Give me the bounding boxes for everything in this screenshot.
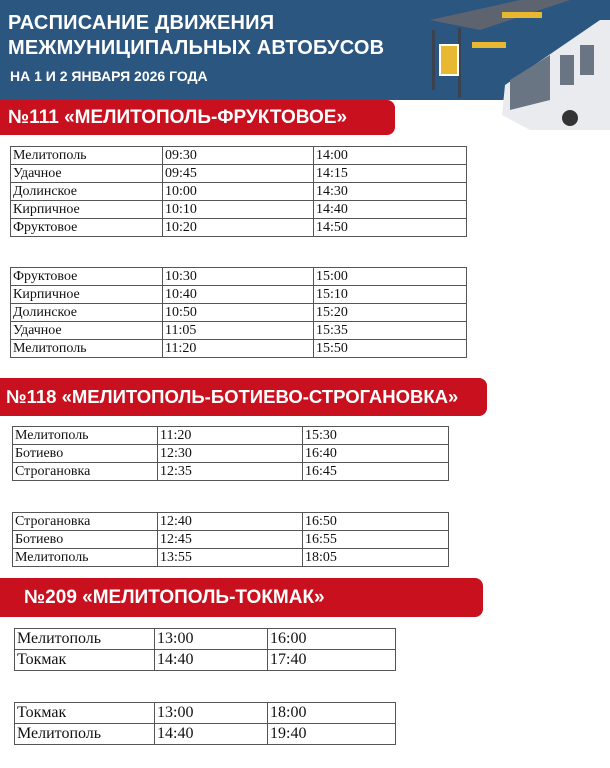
departure-time-1: 14:40 [154, 649, 268, 671]
departure-time-1: 12:35 [157, 462, 303, 481]
stop-name: Долинское [10, 182, 163, 201]
stop-name: Мелитополь [14, 628, 155, 650]
departure-time-2: 16:55 [302, 530, 449, 549]
stop-name: Мелитополь [10, 146, 163, 165]
departure-time-1: 13:55 [157, 548, 303, 567]
schedule-table-outbound: Мелитополь 13:00 16:00 Токмак 14:40 17:40 [14, 628, 396, 671]
table-row: Мелитополь 14:40 19:40 [14, 723, 396, 745]
departure-time-2: 16:00 [267, 628, 396, 650]
departure-time-2: 17:40 [267, 649, 396, 671]
route-banner: №111 «МЕЛИТОПОЛЬ-ФРУКТОВОЕ» [0, 100, 395, 135]
departure-time-2: 16:40 [302, 444, 449, 463]
departure-time-2: 15:20 [313, 303, 467, 322]
departure-time-2: 14:00 [313, 146, 467, 165]
stop-name: Мелитополь [10, 339, 163, 358]
stop-name: Токмак [14, 649, 155, 671]
table-row: Удачное 11:05 15:35 [10, 321, 467, 340]
title-line1: РАСПИСАНИЕ ДВИЖЕНИЯ [8, 12, 275, 34]
bus-stop-illustration [430, 0, 610, 130]
departure-time-1: 10:50 [162, 303, 314, 322]
schedule-table-return: Строгановка 12:40 16:50 Ботиево 12:45 16:55 Ме… [12, 512, 449, 567]
table-row: Ботиево 12:45 16:55 [12, 530, 449, 549]
table-row: Долинское 10:00 14:30 [10, 182, 467, 201]
title-line2: МЕЖМУНИЦИПАЛЬНЫХ АВТОБУСОВ [8, 37, 385, 59]
stop-name: Долинское [10, 303, 163, 322]
route-banner: №118 «МЕЛИТОПОЛЬ-БОТИЕВО-СТРОГАНОВКА» [0, 378, 487, 416]
stop-name: Фруктовое [10, 267, 163, 286]
table-row: Мелитополь 13:55 18:05 [12, 548, 449, 567]
stop-name: Строгановка [12, 462, 158, 481]
departure-time-2: 15:35 [313, 321, 467, 340]
departure-time-2: 16:50 [302, 512, 449, 531]
table-row: Токмак 13:00 18:00 [14, 702, 396, 724]
table-row: Фруктовое 10:30 15:00 [10, 267, 467, 286]
departure-time-1: 10:20 [162, 218, 314, 237]
table-row: Ботиево 12:30 16:40 [12, 444, 449, 463]
departure-time-2: 14:40 [313, 200, 467, 219]
schedule-table-outbound: Мелитополь 11:20 15:30 Ботиево 12:30 16:40 Стр… [12, 426, 449, 481]
departure-time-1: 11:20 [162, 339, 314, 358]
table-row: Кирпичное 10:40 15:10 [10, 285, 467, 304]
departure-time-2: 14:30 [313, 182, 467, 201]
stop-name: Токмак [14, 702, 155, 724]
departure-time-1: 12:30 [157, 444, 303, 463]
departure-time-2: 14:15 [313, 164, 467, 183]
table-row: Мелитополь 13:00 16:00 [14, 628, 396, 650]
subtitle: НА 1 И 2 ЯНВАРЯ 2026 ГОДА [10, 68, 208, 84]
schedule-table-outbound: Мелитополь 09:30 14:00 Удачное 09:45 14:15 Дол… [10, 146, 467, 237]
departure-time-2: 19:40 [267, 723, 396, 745]
departure-time-1: 11:20 [157, 426, 303, 445]
schedule-table-return: Токмак 13:00 18:00 Мелитополь 14:40 19:40 [14, 702, 396, 745]
stop-name: Кирпичное [10, 200, 163, 219]
departure-time-2: 14:50 [313, 218, 467, 237]
schedule-table-return: Фруктовое 10:30 15:00 Кирпичное 10:40 15:10 До… [10, 267, 467, 358]
departure-time-1: 09:45 [162, 164, 314, 183]
stop-name: Мелитополь [12, 548, 158, 567]
departure-time-2: 15:50 [313, 339, 467, 358]
departure-time-1: 10:30 [162, 267, 314, 286]
stop-name: Мелитополь [14, 723, 155, 745]
stop-name: Ботиево [12, 530, 158, 549]
departure-time-1: 10:40 [162, 285, 314, 304]
departure-time-1: 13:00 [154, 628, 268, 650]
departure-time-1: 10:10 [162, 200, 314, 219]
departure-time-1: 09:30 [162, 146, 314, 165]
header: РАСПИСАНИЕ ДВИЖЕНИЯ МЕЖМУНИЦИПАЛЬНЫХ АВТ… [0, 0, 610, 130]
table-row: Долинское 10:50 15:20 [10, 303, 467, 322]
table-row: Фруктовое 10:20 14:50 [10, 218, 467, 237]
departure-time-2: 18:00 [267, 702, 396, 724]
departure-time-1: 12:45 [157, 530, 303, 549]
departure-time-2: 15:30 [302, 426, 449, 445]
table-row: Строгановка 12:40 16:50 [12, 512, 449, 531]
departure-time-2: 18:05 [302, 548, 449, 567]
stop-name: Строгановка [12, 512, 158, 531]
table-row: Токмак 14:40 17:40 [14, 649, 396, 671]
stop-name: Ботиево [12, 444, 158, 463]
departure-time-1: 14:40 [154, 723, 268, 745]
table-row: Кирпичное 10:10 14:40 [10, 200, 467, 219]
table-row: Мелитополь 11:20 15:50 [10, 339, 467, 358]
departure-time-1: 10:00 [162, 182, 314, 201]
stop-name: Фруктовое [10, 218, 163, 237]
stop-name: Удачное [10, 164, 163, 183]
table-row: Мелитополь 11:20 15:30 [12, 426, 449, 445]
departure-time-2: 16:45 [302, 462, 449, 481]
stop-name: Удачное [10, 321, 163, 340]
route-banner: №209 «МЕЛИТОПОЛЬ-ТОКМАК» [0, 578, 483, 617]
departure-time-2: 15:00 [313, 267, 467, 286]
stop-name: Мелитополь [12, 426, 158, 445]
departure-time-1: 11:05 [162, 321, 314, 340]
table-row: Строгановка 12:35 16:45 [12, 462, 449, 481]
departure-time-1: 13:00 [154, 702, 268, 724]
table-row: Мелитополь 09:30 14:00 [10, 146, 467, 165]
table-row: Удачное 09:45 14:15 [10, 164, 467, 183]
departure-time-2: 15:10 [313, 285, 467, 304]
stop-name: Кирпичное [10, 285, 163, 304]
departure-time-1: 12:40 [157, 512, 303, 531]
